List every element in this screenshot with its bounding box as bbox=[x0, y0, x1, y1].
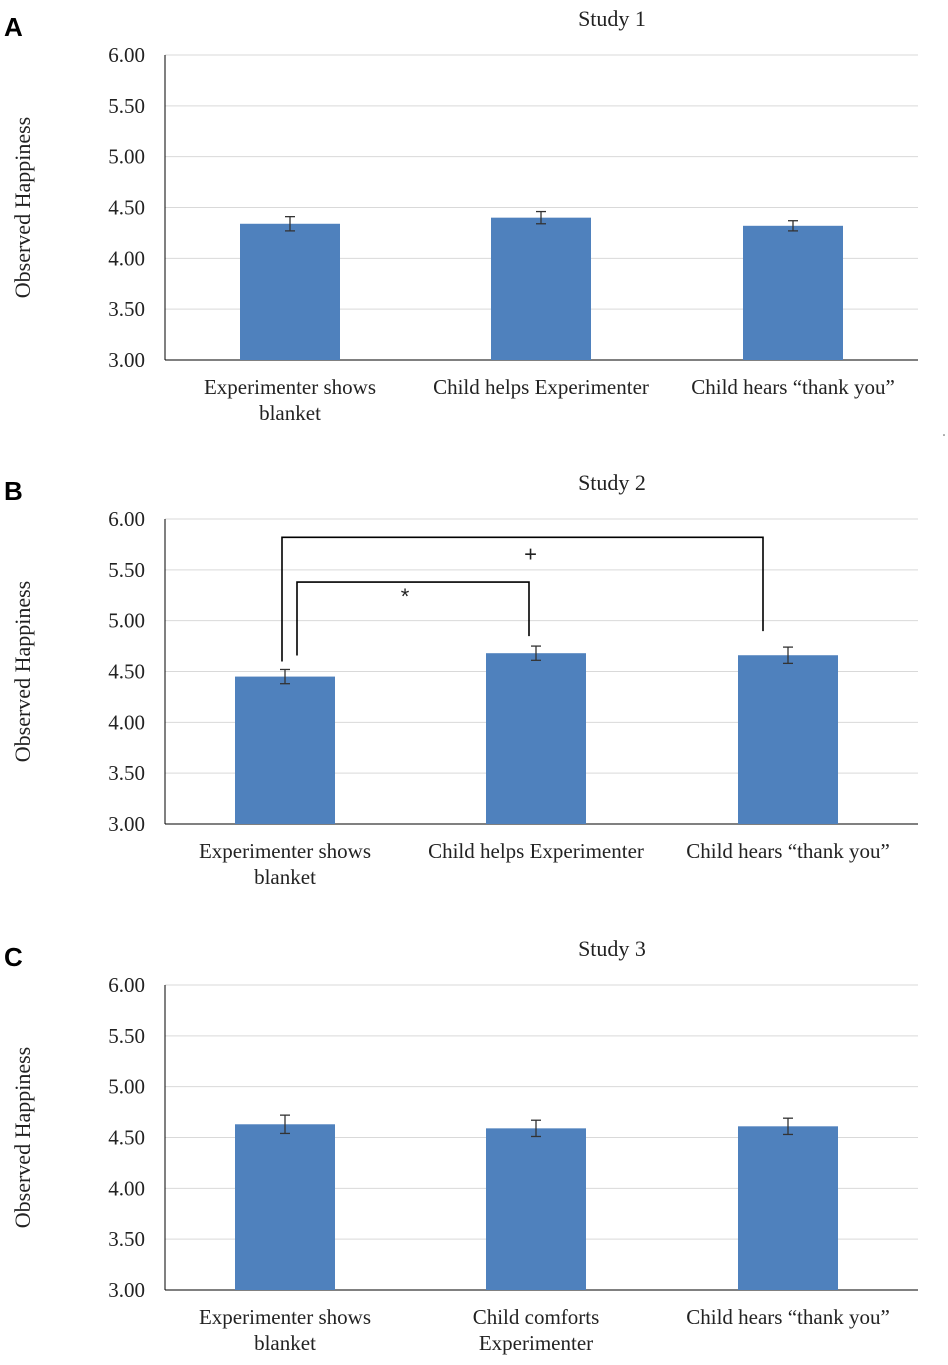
panel-letter: B bbox=[4, 476, 23, 506]
x-category-label: Child hears “thank you” bbox=[686, 1305, 890, 1329]
y-tick-label: 5.50 bbox=[108, 558, 145, 582]
y-tick-label: 6.00 bbox=[108, 507, 145, 531]
bar bbox=[491, 217, 591, 360]
significance-label: * bbox=[401, 584, 410, 609]
y-axis-label: Observed Happiness bbox=[10, 117, 35, 298]
x-category-label: Child helps Experimenter bbox=[428, 839, 644, 863]
x-category-label: Experimenter shows bbox=[199, 839, 371, 863]
chart-panel-a: A Study 1 Observed Happiness 3.00 3.50 4.00 4.… bbox=[4, 6, 918, 425]
chart-title: Study 3 bbox=[578, 936, 646, 961]
y-tick-label: 5.50 bbox=[108, 1024, 145, 1048]
x-category-label: Experimenter shows bbox=[204, 375, 376, 399]
significance-bracket bbox=[296, 581, 530, 656]
y-axis-label: Observed Happiness bbox=[10, 1047, 35, 1228]
y-tick-label: 4.00 bbox=[108, 710, 145, 734]
y-tick-label: 5.00 bbox=[108, 609, 145, 633]
x-category-label: blanket bbox=[254, 1331, 316, 1355]
bar bbox=[743, 225, 843, 360]
x-category-label: blanket bbox=[259, 401, 321, 425]
y-tick-label: 3.50 bbox=[108, 761, 145, 785]
bar bbox=[738, 655, 838, 824]
x-category-label: Experimenter bbox=[479, 1331, 593, 1355]
significance-label: + bbox=[524, 541, 537, 566]
y-tick-label: 5.50 bbox=[108, 94, 145, 118]
bar bbox=[235, 676, 335, 824]
y-tick-label: 3.50 bbox=[108, 297, 145, 321]
panel-letter: A bbox=[4, 12, 23, 42]
chart-title: Study 2 bbox=[578, 470, 646, 495]
y-tick-label: 6.00 bbox=[108, 43, 145, 67]
bar bbox=[486, 653, 586, 824]
panel-letter: C bbox=[4, 942, 23, 972]
chart-panel-b: B Study 2 Observed Happiness 3.00 3.50 4.00 4.… bbox=[4, 470, 918, 889]
x-category-label: Child helps Experimenter bbox=[433, 375, 649, 399]
x-category-label: Child hears “thank you” bbox=[686, 839, 890, 863]
bar bbox=[235, 1124, 335, 1290]
y-tick-label: 4.00 bbox=[108, 1176, 145, 1200]
y-tick-label: 6.00 bbox=[108, 973, 145, 997]
x-category-label: blanket bbox=[254, 865, 316, 889]
y-tick-label: 4.50 bbox=[108, 660, 145, 684]
y-tick-label: 3.00 bbox=[108, 348, 145, 372]
y-tick-label: 3.50 bbox=[108, 1227, 145, 1251]
chart-panel-c: C Study 3 Observed Happiness 3.00 3.50 4.00 4.… bbox=[4, 936, 918, 1355]
significance-bracket bbox=[281, 536, 764, 662]
y-tick-label: 5.00 bbox=[108, 1075, 145, 1099]
x-category-label: Child hears “thank you” bbox=[691, 375, 895, 399]
y-tick-label: 4.00 bbox=[108, 246, 145, 270]
y-tick-label: 3.00 bbox=[108, 812, 145, 836]
bar bbox=[738, 1126, 838, 1290]
stray-dot bbox=[943, 434, 945, 436]
bar bbox=[240, 223, 340, 360]
y-tick-label: 3.00 bbox=[108, 1278, 145, 1302]
y-axis-label: Observed Happiness bbox=[10, 581, 35, 762]
bar bbox=[486, 1128, 586, 1290]
x-category-label: Child comforts bbox=[473, 1305, 600, 1329]
chart-title: Study 1 bbox=[578, 6, 646, 31]
y-tick-label: 4.50 bbox=[108, 196, 145, 220]
y-tick-label: 4.50 bbox=[108, 1126, 145, 1150]
x-category-label: Experimenter shows bbox=[199, 1305, 371, 1329]
y-tick-label: 5.00 bbox=[108, 145, 145, 169]
